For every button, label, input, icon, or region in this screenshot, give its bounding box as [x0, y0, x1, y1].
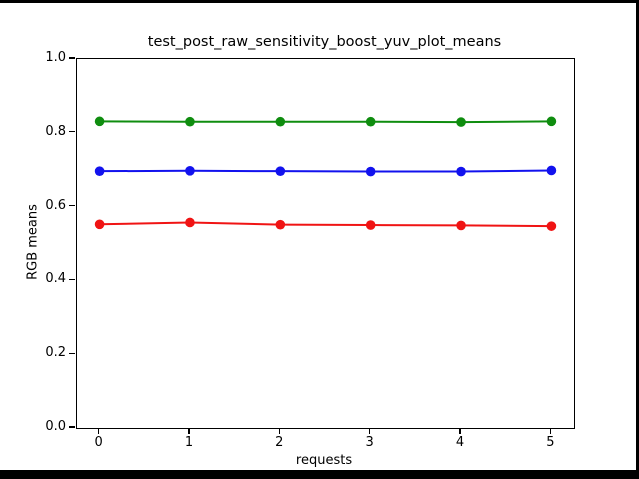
green-series-marker — [365, 116, 376, 127]
blue-series-marker — [365, 166, 376, 177]
green-series-marker — [456, 117, 466, 127]
blue-series-marker — [94, 166, 105, 176]
y-tick-mark — [69, 57, 75, 59]
y-tick-mark — [69, 205, 75, 207]
plot-axes — [76, 58, 575, 429]
y-tick-label: 0.2 — [45, 345, 66, 361]
chart-title: test_post_raw_sensitivity_boost_yuv_plot… — [147, 34, 502, 50]
red-series-line — [99, 221, 552, 228]
letterbox-bottom-bar — [0, 470, 639, 479]
y-tick-mark — [69, 278, 75, 280]
y-tick-label: 0.0 — [45, 419, 66, 434]
green-series-line — [99, 120, 552, 124]
y-tick-mark — [69, 352, 75, 354]
x-tick-mark — [459, 428, 461, 434]
green-series-marker — [185, 116, 195, 127]
letterbox-right-bar — [636, 0, 639, 479]
x-tick-label: 1 — [184, 435, 194, 450]
x-tick-label: 3 — [365, 435, 374, 450]
y-tick-label: 0.4 — [45, 271, 66, 287]
red-series-marker — [94, 219, 105, 230]
green-series-marker — [275, 116, 286, 127]
red-series-marker — [546, 221, 557, 231]
y-tick-mark — [69, 131, 75, 133]
green-series-marker — [546, 116, 557, 127]
red-series-marker — [185, 217, 195, 228]
x-tick-mark — [278, 428, 280, 434]
letterbox-top-bar — [0, 0, 639, 3]
blue-series-marker — [546, 165, 557, 176]
x-tick-mark — [549, 428, 551, 434]
blue-series-marker — [185, 166, 195, 176]
plot-svg — [94, 116, 557, 231]
y-axis-label: RGB means — [25, 204, 41, 280]
x-tick-mark — [97, 428, 100, 434]
red-series-marker — [275, 219, 286, 230]
x-tick-label: 4 — [455, 435, 465, 450]
y-tick-label: 0.6 — [45, 197, 66, 213]
blue-series-line — [99, 169, 552, 173]
x-tick-label: 5 — [546, 435, 555, 450]
x-tick-label: 2 — [275, 435, 284, 450]
y-tick-mark — [69, 426, 75, 428]
y-tick-label: 1.0 — [45, 50, 66, 65]
x-tick-label: 0 — [94, 435, 103, 450]
y-tick-label: 0.8 — [45, 123, 66, 139]
blue-series-marker — [275, 166, 286, 176]
x-tick-mark — [188, 428, 190, 434]
red-series-marker — [456, 220, 466, 231]
blue-series-marker — [456, 166, 466, 177]
green-series-marker — [94, 116, 105, 127]
red-series-marker — [365, 220, 376, 230]
x-axis-label: requests — [295, 453, 353, 468]
x-tick-mark — [369, 428, 371, 434]
